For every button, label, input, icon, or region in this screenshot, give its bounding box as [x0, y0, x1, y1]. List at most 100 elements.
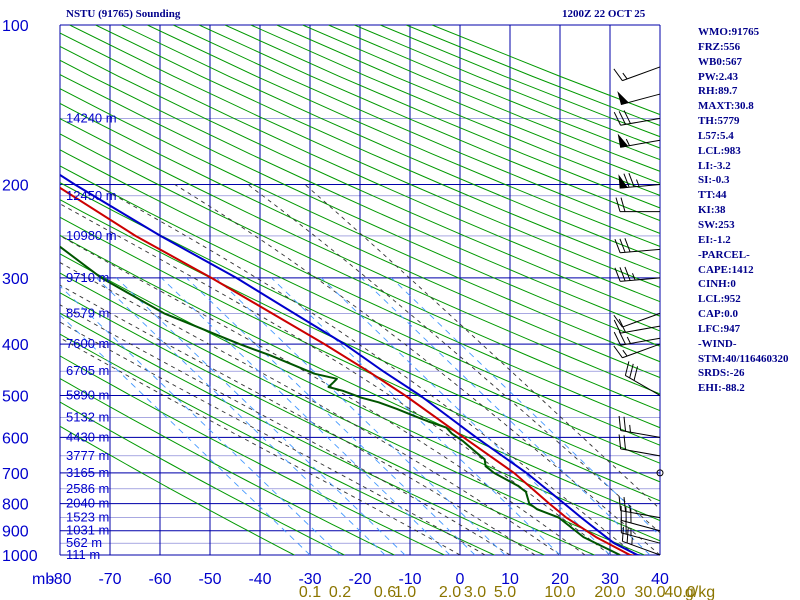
mixing-ratio-label: 3.0 — [464, 584, 486, 600]
barb-full — [629, 363, 634, 379]
index-item: FRZ:556 — [698, 40, 741, 53]
barb-full — [613, 314, 623, 328]
mixing-ratio-lines — [60, 277, 660, 555]
barb-full — [615, 197, 621, 212]
mixing-ratio-label: 1.0 — [394, 584, 416, 600]
index-item: LI:-3.2 — [698, 159, 731, 172]
barb-staff — [620, 117, 661, 126]
dry-adiabat — [60, 377, 396, 555]
pressure-tick-label: 800 — [2, 497, 29, 514]
mixing-ratio-line — [96, 277, 386, 555]
barb-half — [622, 72, 628, 80]
dry-adiabat — [60, 102, 660, 379]
barb-staff — [625, 375, 661, 396]
dry-adiabat — [60, 149, 660, 429]
temperature-tick-label: 30 — [601, 571, 619, 588]
barb-half — [626, 336, 631, 344]
pressure-tick-label: 600 — [2, 430, 29, 447]
barb-full — [618, 496, 622, 511]
barb-staff — [620, 277, 661, 282]
index-item: -WIND- — [698, 337, 737, 350]
index-item: EI:-1.2 — [698, 233, 731, 246]
mixing-ratio-label: g/kg — [685, 584, 715, 600]
height-label: 1523 m — [66, 510, 109, 525]
barb-full — [623, 416, 627, 432]
isobar-isotherm-grid — [59, 24, 661, 556]
moist-adiabat — [60, 203, 611, 555]
wind-barb — [656, 469, 664, 477]
dry-adiabat — [147, 25, 660, 247]
barb-staff — [620, 429, 661, 438]
temperature-tick-label: 10 — [501, 571, 519, 588]
moist-adiabat — [247, 184, 660, 534]
index-item: TH:5779 — [698, 115, 740, 128]
height-label: 9710 m — [66, 270, 109, 285]
sounding-title: NSTU (91765) Sounding — [66, 8, 181, 20]
index-item: CINH:0 — [698, 278, 736, 291]
barb-full — [614, 267, 621, 282]
barb-staff — [620, 248, 661, 254]
dry-adiabat — [60, 425, 296, 555]
height-label: 3777 m — [66, 448, 109, 463]
pressure-tick-label: 300 — [2, 271, 29, 288]
index-item: SW:253 — [698, 218, 735, 231]
wind-barb — [618, 434, 661, 457]
mixing-ratio-label: 0.2 — [329, 584, 351, 600]
pressure-tick-label: 400 — [2, 337, 29, 354]
dry-adiabat — [60, 199, 660, 483]
barb-half — [632, 273, 636, 281]
height-label: 111 m — [66, 547, 100, 562]
parcel-trace — [60, 173, 643, 555]
dry-adiabat — [60, 45, 660, 317]
barb-full — [618, 415, 622, 431]
calm-wind-circle — [656, 469, 664, 477]
wind-barb — [614, 238, 661, 254]
mixing-ratio-label: 0.6 — [374, 584, 396, 600]
moist-adiabat — [60, 321, 486, 555]
index-item: -PARCEL- — [698, 248, 750, 261]
moist-adiabat — [60, 235, 586, 555]
temperature-tick-label: -20 — [348, 571, 371, 588]
sounding-datetime: 1200Z 22 OCT 25 — [562, 8, 646, 20]
dry-adiabat — [121, 25, 660, 261]
barb-staff — [622, 66, 661, 82]
barb-full — [614, 239, 621, 253]
height-label: 5132 m — [66, 409, 109, 424]
barb-full — [618, 111, 626, 125]
barb-full — [624, 238, 631, 253]
mixing-ratio-line — [60, 314, 311, 555]
x-axis-label: mb — [32, 571, 54, 588]
mixing-ratio-line — [186, 277, 476, 555]
sounding-profiles — [60, 173, 643, 555]
index-item: EHI:-88.2 — [698, 382, 745, 395]
height-label: 4430 m — [66, 429, 109, 444]
temperature-tick-label: 40 — [651, 571, 669, 588]
dry-adiabat — [60, 88, 660, 363]
stability-indices-list: WMO:91765 FRZ:556 WB0:567 PW:2.43 RH:89.7 MAX… — [698, 25, 788, 396]
dry-adiabat — [60, 73, 660, 347]
dry-adiabat — [60, 292, 596, 555]
barb-full — [623, 496, 627, 512]
barb-full — [628, 173, 635, 187]
mixing-ratio-line — [216, 277, 506, 555]
barb-staff — [621, 519, 661, 532]
barb-staff — [620, 448, 661, 457]
pressure-tick-label: 1000 — [2, 548, 38, 565]
barb-staff — [620, 325, 661, 334]
barb-full — [623, 173, 630, 188]
pressure-tick-label: 500 — [2, 388, 29, 405]
barb-staff — [622, 312, 661, 328]
wind-barb — [617, 91, 661, 106]
wind-barb — [617, 133, 661, 148]
dry-adiabat — [60, 32, 660, 303]
dry-adiabat — [60, 312, 546, 555]
barb-full — [619, 267, 626, 282]
temperature-tick-label: -40 — [248, 571, 271, 588]
barb-staff — [622, 540, 661, 556]
barb-full — [618, 318, 626, 333]
moist-adiabat — [60, 262, 561, 555]
index-item: MAXT:30.8 — [698, 100, 754, 113]
wind-barb — [613, 312, 661, 328]
barb-full — [618, 331, 626, 345]
